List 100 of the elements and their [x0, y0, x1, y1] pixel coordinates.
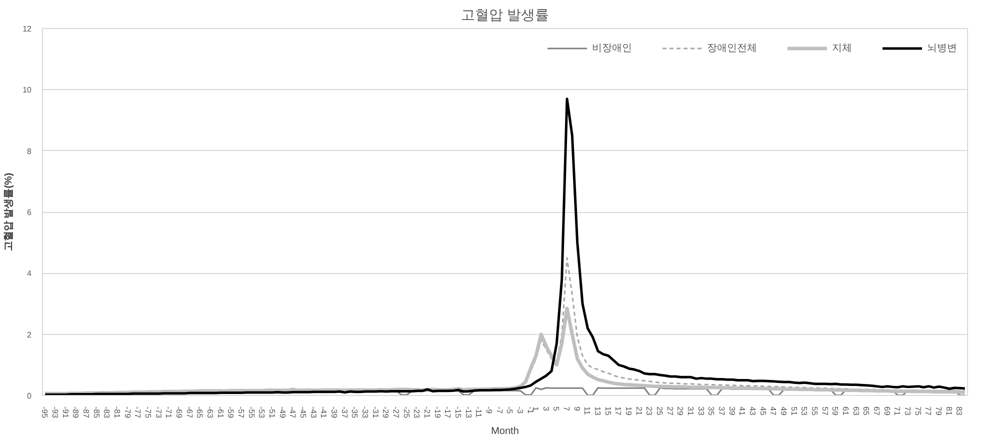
y-tick-label: 10: [22, 86, 32, 95]
x-tick-label: -11: [474, 406, 484, 418]
x-tick-label: 83: [954, 406, 964, 416]
x-tick-label: -25: [402, 406, 411, 419]
x-tick-label: -75: [143, 406, 152, 419]
x-tick-label: 27: [665, 406, 674, 416]
x-tick-label: -45: [298, 406, 308, 419]
x-tick-label: 41: [738, 406, 747, 416]
x-tick-label: 19: [624, 406, 634, 416]
x-tick-label: 17: [614, 406, 623, 416]
x-tick-label: -69: [174, 406, 184, 419]
x-tick-label: -41: [319, 406, 328, 419]
x-tick-label: -65: [195, 406, 204, 419]
x-tick-label: -87: [81, 406, 90, 419]
x-tick-label: 5: [552, 406, 561, 412]
x-tick-label: -27: [391, 406, 400, 419]
x-tick-label: -85: [92, 406, 101, 419]
x-tick-label: 45: [758, 406, 768, 416]
x-tick-label: -23: [412, 406, 422, 419]
x-tick-label: -95: [40, 406, 50, 419]
x-tick-label: 7: [562, 406, 572, 412]
x-tick-label: 59: [830, 406, 840, 416]
x-tick-label: -77: [133, 406, 142, 419]
chart-title: 고혈압 발생률: [460, 8, 550, 24]
legend-label: 지체: [832, 42, 852, 55]
legend-label: 장애인전체: [707, 42, 757, 55]
x-tick-label: 37: [717, 406, 726, 416]
x-tick-label: 55: [810, 406, 820, 416]
x-tick-label: 53: [800, 406, 809, 416]
line-series: [44, 98, 966, 396]
x-tick-label: 71: [892, 406, 902, 416]
x-axis-title: Month: [491, 426, 519, 438]
x-tick-label: -39: [329, 406, 338, 419]
x-tick-label: -5: [505, 406, 514, 414]
x-tick-label: 23: [644, 406, 654, 416]
x-tick-label: 11: [582, 406, 592, 416]
x-tick-label: 43: [748, 406, 758, 416]
x-tick-label: -47: [288, 406, 298, 419]
x-tick-label: 47: [768, 406, 778, 416]
x-tick-label: 81: [944, 406, 954, 416]
x-tick-label: -67: [184, 406, 194, 419]
y-tick-label: 2: [27, 330, 32, 340]
x-tick-label: -35: [350, 406, 360, 419]
x-tick-label: 51: [789, 406, 798, 416]
y-tick-label: 6: [27, 208, 32, 217]
x-tick-label: -7: [494, 406, 504, 414]
x-tick-label: -19: [432, 406, 442, 419]
x-tick-label: -53: [257, 406, 266, 419]
x-tick-label: -55: [246, 406, 256, 419]
y-tick-label: 8: [27, 146, 32, 156]
x-tick-label: -91: [60, 406, 70, 419]
x-tick-label: 15: [603, 406, 612, 416]
x-tick-label: -93: [50, 406, 60, 419]
x-tick-label: 75: [913, 406, 922, 416]
x-tick-label: 31: [686, 406, 696, 416]
x-tick-label: 35: [706, 406, 716, 416]
y-tick-label: 0: [27, 392, 32, 400]
x-tick-label: 63: [851, 406, 860, 416]
x-tick-label: 79: [934, 406, 944, 416]
x-tick-label: 49: [779, 406, 788, 416]
x-tick-label: -79: [122, 406, 132, 419]
x-tick-label: -31: [370, 406, 380, 419]
x-tick-label: -43: [308, 406, 318, 419]
legend-label: 뇌병변: [927, 42, 957, 55]
x-tick-label: 73: [903, 406, 912, 416]
legend-label: 비장애인: [592, 42, 632, 55]
x-tick-label: 57: [820, 406, 830, 416]
x-tick-label: -3: [516, 406, 525, 414]
y-tick-label: 4: [27, 269, 32, 278]
x-tick-label: -51: [267, 406, 276, 419]
x-tick-label: -81: [112, 406, 122, 419]
x-tick-label: 3: [541, 406, 550, 412]
x-tick-label: 69: [882, 406, 892, 416]
x-tick-label: -17: [443, 406, 452, 419]
x-tick-label: 33: [696, 406, 706, 416]
x-tick-label: 25: [655, 406, 664, 416]
x-tick-label: -57: [236, 406, 246, 419]
x-tick-label: -21: [422, 406, 432, 419]
x-tick-label: -9: [484, 406, 494, 414]
x-tick-label: 65: [862, 406, 871, 416]
x-tick-label: 29: [676, 406, 685, 416]
x-tick-label: -71: [164, 406, 174, 419]
x-tick-label: 39: [727, 406, 736, 416]
x-tick-label: -73: [154, 406, 163, 419]
x-tick-label: 21: [634, 406, 644, 416]
x-tick-label: 67: [872, 406, 882, 416]
x-tick-label: 9: [572, 406, 582, 412]
x-tick-label: -15: [453, 406, 462, 419]
x-tick-label: 77: [924, 406, 933, 416]
x-tick-label: -37: [340, 406, 349, 419]
x-tick-label: -29: [381, 406, 390, 419]
x-tick-label: -61: [216, 406, 225, 419]
y-axis-title: 고혈압 발생률(%): [4, 172, 15, 252]
x-tick-label: 13: [593, 406, 602, 416]
y-tick-label: 12: [22, 24, 32, 34]
x-tick-label: -59: [226, 406, 236, 419]
x-tick-label: 61: [841, 406, 850, 416]
x-tick-label: -63: [205, 406, 214, 419]
x-tick-label: -83: [102, 406, 112, 419]
x-tick-label: -13: [464, 406, 473, 419]
